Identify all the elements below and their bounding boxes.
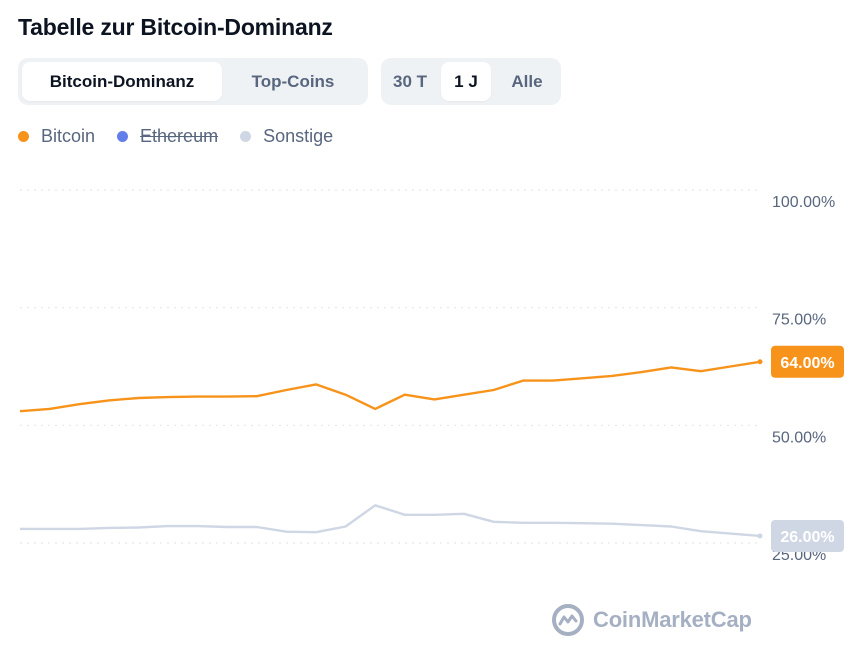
watermark: CoinMarketCap [551,603,752,637]
legend-dot-bitcoin [18,131,29,142]
legend-dot-others [240,131,252,142]
value-badge-bitcoin [771,345,844,378]
series-line-bitcoin [19,360,761,413]
coinmarketcap-logo-icon [552,604,584,636]
value-badge-sonstige [771,519,844,552]
legend-label-others: Sonstige [263,126,334,146]
value-badge-label-sonstige: 26.00% [780,529,834,546]
legend-dot-ethereum [117,131,129,142]
y-tick-label-1: 50.00% [772,429,826,446]
range-all[interactable]: Alle [511,71,543,91]
legend-label-ethereum: Ethereum [140,126,219,146]
tab-bitcoin-dominance[interactable]: Bitcoin-Dominanz [22,62,222,101]
watermark-text: CoinMarketCap [593,607,752,632]
legend-item-others[interactable]: Sonstige [240,126,333,147]
tab-top-coins[interactable]: Top-Coins [251,71,335,91]
time-range-switch: 30 T 1 J Alle [381,58,561,105]
series-end-point-bitcoin [757,359,763,365]
legend-label-bitcoin: Bitcoin [41,126,96,146]
value-badge-label-bitcoin: 64.00% [780,355,834,372]
legend-item-bitcoin[interactable]: Bitcoin [18,126,95,147]
range-30-days[interactable]: 30 T [392,71,428,91]
chart-title: Tabelle zur Bitcoin-Dominanz [18,14,333,40]
range-1-year[interactable]: 1 J [441,62,491,101]
y-tick-label-3: 100.00% [772,194,835,211]
series-end-point-sonstige [757,533,763,539]
series-line-sonstige [20,504,761,538]
chart-type-switch: Bitcoin-Dominanz Top-Coins [18,58,368,105]
legend-item-ethereum[interactable]: Ethereum [117,126,218,147]
chart-legend: Bitcoin Ethereum Sonstige [18,126,333,147]
y-tick-label-2: 75.00% [772,312,826,329]
